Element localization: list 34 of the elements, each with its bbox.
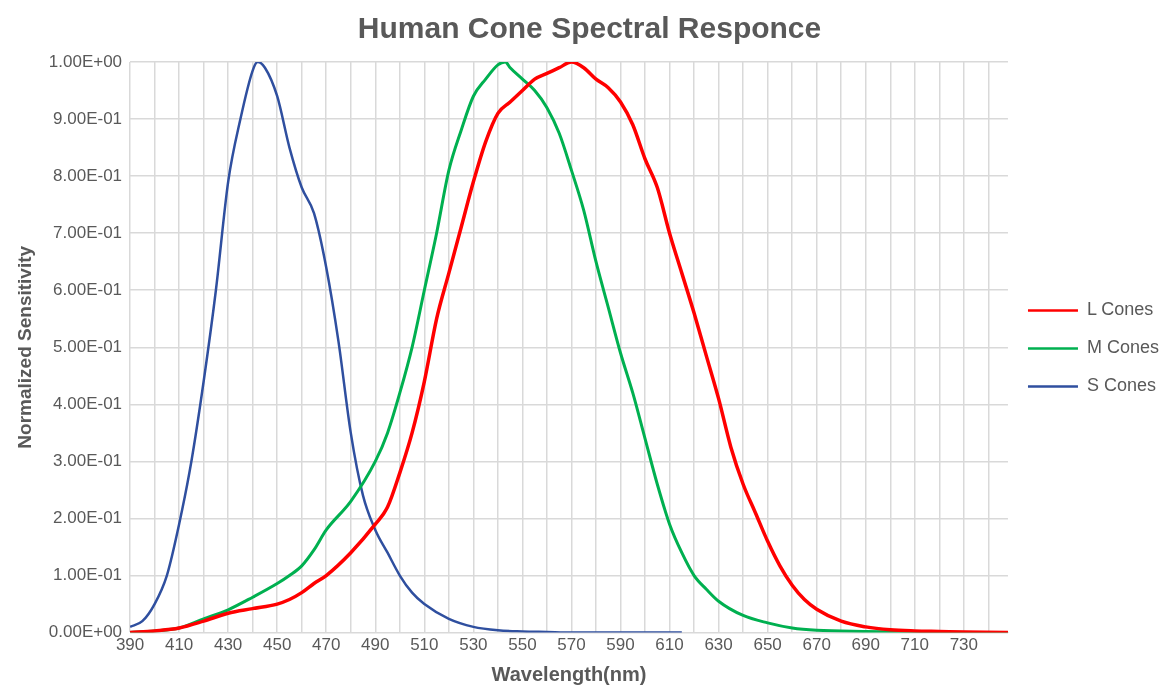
x-tick-label: 710 [900, 635, 929, 655]
y-tick-label: 7.00E-01 [53, 222, 123, 242]
x-tick-label: 450 [263, 635, 292, 655]
y-tick-label: 8.00E-01 [53, 165, 123, 185]
y-tick-label: 3.00E-01 [53, 451, 123, 471]
y-tick-label: 5.00E-01 [53, 336, 123, 356]
x-tick-label: 490 [361, 635, 390, 655]
legend-label: L Cones [1086, 299, 1154, 320]
x-tick-label: 670 [802, 635, 831, 655]
x-tick-label: 730 [949, 635, 979, 655]
x-tick-label: 570 [557, 635, 586, 655]
x-tick-label: 410 [164, 635, 194, 655]
y-tick-label: 6.00E-01 [53, 279, 123, 299]
chart-title: Human Cone Spectral Responce [357, 11, 822, 45]
x-tick-label: 590 [606, 635, 635, 655]
y-tick-label: 9.00E-01 [53, 108, 123, 128]
x-tick-label: 610 [655, 635, 684, 655]
y-tick-label: 2.00E-01 [53, 508, 123, 528]
x-axis-title: Wavelength(nm) [491, 662, 647, 685]
x-tick-label: 530 [459, 635, 488, 655]
x-tick-label: 510 [410, 635, 439, 655]
x-tick-label: 430 [213, 635, 243, 655]
x-tick-label: 470 [312, 635, 341, 655]
x-tick-label: 630 [704, 635, 733, 655]
y-tick-label: 1.00E+00 [48, 51, 123, 71]
x-tick-label: 550 [508, 635, 537, 655]
line-series [130, 62, 1008, 633]
legend-label: M Cones [1086, 337, 1159, 358]
y-tick-label: 4.00E-01 [53, 394, 123, 414]
x-tick-label: 650 [753, 635, 782, 655]
legend-label: S Cones [1086, 375, 1157, 396]
x-tick-label: 690 [851, 635, 880, 655]
y-axis-title: Normalized Sensitivity [13, 245, 35, 449]
y-tick-label: 1.00E-01 [53, 565, 123, 585]
